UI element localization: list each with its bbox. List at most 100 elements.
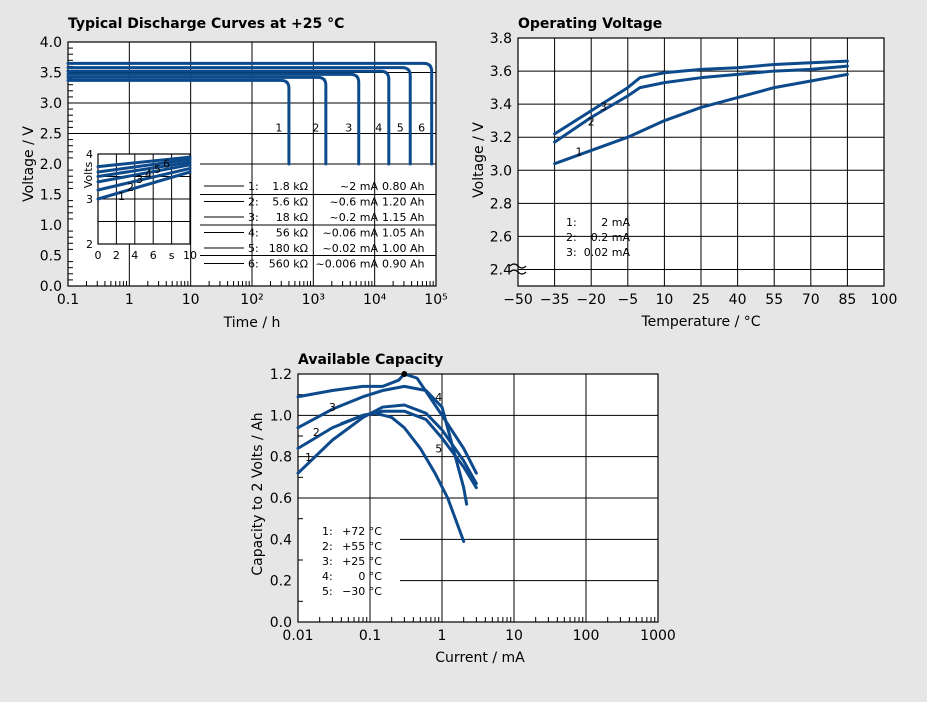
- available-capacity-chart: Available Capacity Current / mA Capacity…: [250, 352, 676, 666]
- inset-x-tick-label: 4: [131, 249, 138, 262]
- operating-legend-current: 2 mA: [601, 216, 630, 229]
- capacity-y-tick-label: 0.2: [270, 574, 292, 590]
- capacity-x-tick-label: 1000: [640, 628, 676, 644]
- inset-x-tick-label: s: [169, 249, 175, 262]
- discharge-curve-label-3: 3: [345, 121, 352, 134]
- capacity-y-tick-label: 1.2: [270, 367, 292, 383]
- operating-y-tick-label: 2.6: [490, 229, 512, 245]
- discharge-legend-load: 1.8 kΩ: [272, 180, 308, 193]
- discharge-curve-label-5: 5: [397, 121, 404, 134]
- discharge-curve-label-6: 6: [418, 121, 425, 134]
- operating-curve-label-3: 3: [600, 101, 607, 114]
- discharge-y-tick-label: 2.0: [40, 157, 62, 173]
- operating-curve-3: [553, 59, 849, 136]
- discharge-legend-capacity: 1.15 Ah: [382, 211, 425, 224]
- discharge-legend-load: 5.6 kΩ: [272, 196, 308, 209]
- discharge-x-tick-label: 10: [182, 292, 200, 308]
- operating-x-tick-label: 70: [802, 292, 820, 308]
- inset-curve-4: [96, 160, 192, 178]
- capacity-curve-label-3: 3: [329, 401, 336, 414]
- discharge-chart: Typical Discharge Curves at +25 °C Time …: [21, 16, 448, 331]
- capacity-chart-title: Available Capacity: [298, 352, 443, 368]
- discharge-legend-number: 6:: [248, 258, 259, 271]
- capacity-legend-number: 3:: [322, 555, 333, 568]
- discharge-legend-number: 2:: [248, 196, 259, 209]
- inset-curve-label-3: 3: [136, 173, 143, 186]
- operating-y-tick-label: 3.0: [490, 163, 512, 179]
- operating-y-tick-label: 3.4: [490, 97, 512, 113]
- capacity-y-tick-label: 0.8: [270, 450, 292, 466]
- capacity-x-tick-label: 100: [573, 628, 600, 644]
- discharge-x-tick-label: 10⁵: [424, 292, 447, 308]
- operating-x-tick-label: −35: [540, 292, 570, 308]
- inset-y-tick-label: 3: [86, 193, 93, 206]
- discharge-legend-number: 1:: [248, 180, 259, 193]
- capacity-curve-4: [296, 372, 478, 475]
- operating-x-tick-label: 100: [871, 292, 898, 308]
- discharge-y-tick-label: 2.5: [40, 127, 62, 143]
- inset-x-tick-label: 0: [95, 249, 102, 262]
- discharge-legend-current: ~0.2 mA: [330, 211, 379, 224]
- capacity-y-tick-label: 1.0: [270, 408, 292, 424]
- discharge-y-tick-label: 1.0: [40, 218, 62, 234]
- inset-curve-3: [96, 163, 192, 184]
- discharge-legend-number: 3:: [248, 211, 259, 224]
- inset-curve-6: [96, 155, 192, 169]
- operating-chart-title: Operating Voltage: [518, 16, 662, 32]
- capacity-y-tick-label: 0.6: [270, 491, 292, 507]
- discharge-legend-capacity: 1.20 Ah: [382, 196, 425, 209]
- inset-curve-2: [96, 166, 192, 192]
- operating-y-axis-label: Voltage / V: [471, 122, 487, 198]
- discharge-x-tick-label: 10²: [240, 292, 263, 308]
- operating-x-tick-label: 10: [655, 292, 673, 308]
- operating-y-tick-label: 2.8: [490, 196, 512, 212]
- discharge-legend-current: ~2 mA: [340, 180, 378, 193]
- capacity-curve-3: [296, 384, 469, 506]
- discharge-x-tick-label: 10⁴: [363, 292, 387, 308]
- inset-x-tick-label: 10: [183, 249, 197, 262]
- inset-curve-1: [96, 170, 192, 201]
- discharge-y-tick-label: 4.0: [40, 35, 62, 51]
- discharge-x-tick-label: 0.1: [57, 292, 79, 308]
- discharge-legend-load: 56 kΩ: [276, 227, 308, 240]
- operating-x-tick-label: 40: [729, 292, 747, 308]
- inset-curve-label-6: 6: [163, 158, 170, 171]
- capacity-legend-temp: −30 °C: [342, 585, 382, 598]
- discharge-legend-capacity: 0.80 Ah: [382, 180, 425, 193]
- capacity-legend-number: 5:: [322, 585, 333, 598]
- discharge-x-axis-label: Time / h: [223, 315, 281, 331]
- capacity-legend-temp: +72 °C: [342, 525, 382, 538]
- inset-y-axis-label: Volts: [82, 161, 95, 188]
- discharge-y-axis-label: Voltage / V: [21, 126, 37, 202]
- operating-legend-number: 1:: [566, 216, 577, 229]
- discharge-curve-label-4: 4: [375, 121, 382, 134]
- operating-x-tick-label: −50: [503, 292, 533, 308]
- capacity-x-tick-label: 0.01: [282, 628, 313, 644]
- discharge-curve-5: [66, 66, 412, 166]
- operating-legend-number: 2:: [566, 231, 577, 244]
- capacity-y-tick-label: 0.0: [270, 615, 292, 631]
- capacity-y-tick-label: 0.4: [270, 532, 292, 548]
- discharge-legend-load: 180 kΩ: [269, 242, 308, 255]
- discharge-legend-current: ~0.02 mA: [323, 242, 379, 255]
- inset-x-tick-label: 2: [113, 249, 120, 262]
- operating-legend-number: 3:: [566, 246, 577, 259]
- discharge-legend-number: 4:: [248, 227, 259, 240]
- capacity-legend-temp: 0 °C: [358, 570, 382, 583]
- capacity-peak-marker: [401, 371, 408, 377]
- inset-curve-label-2: 2: [127, 181, 134, 194]
- inset-y-tick-label: 2: [86, 238, 93, 251]
- discharge-legend-current: ~0.06 mA: [323, 227, 379, 240]
- axis-break-mark: [509, 263, 527, 275]
- discharge-y-tick-label: 0.5: [40, 249, 62, 265]
- discharge-legend-load: 18 kΩ: [276, 211, 308, 224]
- capacity-curve-label-5: 5: [435, 443, 442, 456]
- inset-curve-label-5: 5: [154, 163, 161, 176]
- operating-curve-label-2: 2: [588, 116, 595, 129]
- capacity-curve-label-1: 1: [305, 451, 312, 464]
- operating-curve-label-1: 1: [576, 145, 583, 158]
- discharge-legend-current: ~0.006 mA: [316, 258, 379, 271]
- operating-y-tick-label: 3.2: [490, 130, 512, 146]
